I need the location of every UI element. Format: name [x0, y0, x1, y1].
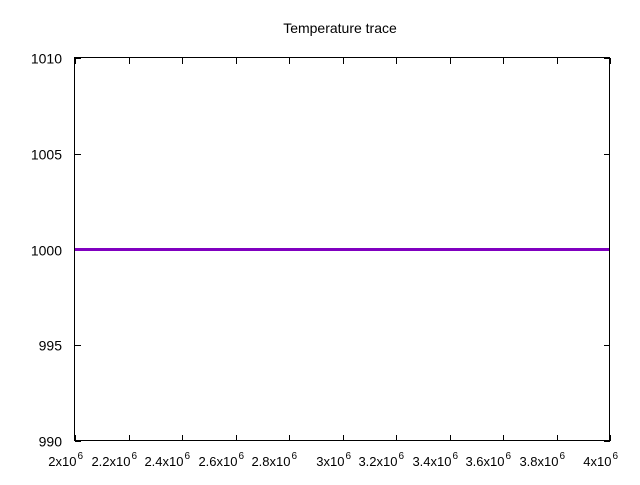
plot-area-frame [74, 57, 610, 441]
x-tick-label-exponent: 6 [453, 451, 459, 462]
x-tick-label-mantissa: 2.2x10 [91, 454, 130, 469]
x-tick-label: 3x10 6 [316, 451, 351, 469]
x-tick-label-exponent: 6 [613, 451, 619, 462]
x-tick-label-exponent: 6 [346, 451, 352, 462]
x-tick-label-mantissa: 3.6x10 [465, 454, 504, 469]
x-tick-label-mantissa: 3.2x10 [358, 454, 397, 469]
y-axis-tick-labels: 990 995 1000 1005 1010 [31, 51, 62, 450]
x-tick-label-mantissa: 2.8x10 [251, 454, 290, 469]
x-tick-label-exponent: 6 [560, 451, 566, 462]
y-tick-label: 1000 [31, 243, 62, 259]
x-tick-label: 2.4x10 6 [144, 451, 190, 469]
x-tick-label-exponent: 6 [292, 451, 298, 462]
y-tick-label: 1005 [31, 147, 62, 163]
x-axis-tick-labels: 2x10 6 2.2x10 6 2.4x10 6 2.6x10 6 2.8x10 6 3x10 6 3.… [48, 451, 618, 469]
x-tick-label: 4x10 6 [583, 451, 618, 469]
x-tick-label-exponent: 6 [78, 451, 84, 462]
x-tick-label: 3.8x10 6 [519, 451, 565, 469]
x-tick-label: 2.2x10 6 [91, 451, 137, 469]
y-tick-label: 990 [39, 434, 63, 450]
x-tick-label-mantissa: 3.8x10 [519, 454, 558, 469]
x-tick-label-mantissa: 3.4x10 [412, 454, 451, 469]
x-tick-label-mantissa: 2.4x10 [144, 454, 183, 469]
x-tick-label-mantissa: 2x10 [48, 454, 76, 469]
y-tick-label: 1010 [31, 51, 62, 67]
x-tick-label-mantissa: 2.6x10 [198, 454, 237, 469]
chart-title: Temperature trace [283, 20, 397, 36]
x-tick-label: 2.6x10 6 [198, 451, 244, 469]
y-tick-label: 995 [39, 338, 63, 354]
x-tick-label: 2.8x10 6 [251, 451, 297, 469]
x-tick-label: 3.2x10 6 [358, 451, 404, 469]
x-tick-label-mantissa: 3x10 [316, 454, 344, 469]
x-tick-label-exponent: 6 [185, 451, 191, 462]
x-tick-label-mantissa: 4x10 [583, 454, 611, 469]
x-tick-label: 2x10 6 [48, 451, 83, 469]
x-tick-label: 3.6x10 6 [465, 451, 511, 469]
x-tick-label-exponent: 6 [239, 451, 245, 462]
x-tick-label: 3.4x10 6 [412, 451, 458, 469]
x-tick-label-exponent: 6 [506, 451, 512, 462]
x-tick-label-exponent: 6 [132, 451, 138, 462]
x-tick-label-exponent: 6 [399, 451, 405, 462]
